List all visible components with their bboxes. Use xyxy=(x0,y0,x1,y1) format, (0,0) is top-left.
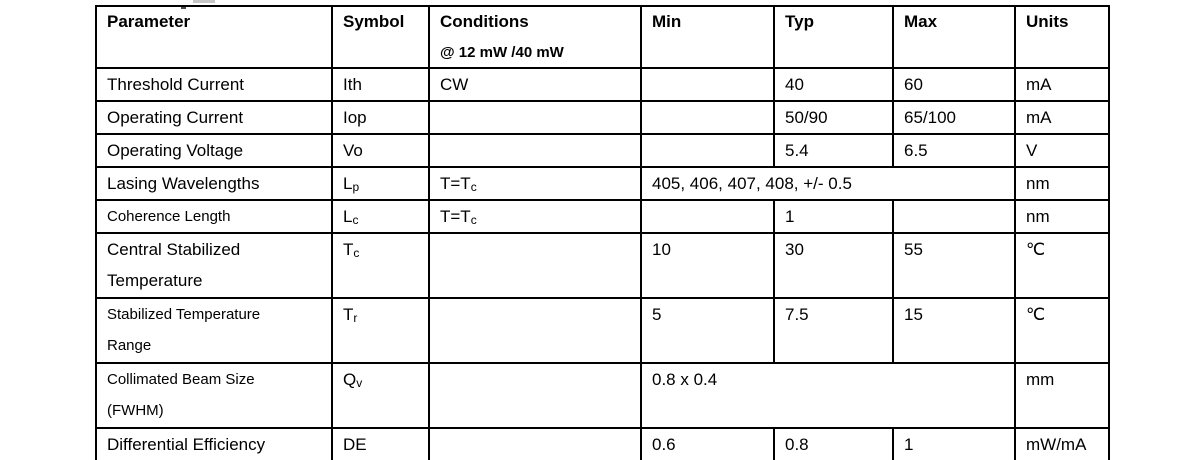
cell-symbol: Lp xyxy=(331,166,430,201)
page-artifact-mark xyxy=(193,0,215,3)
cell-typ: 1 xyxy=(773,199,894,234)
cell-units: nm xyxy=(1014,166,1110,201)
cell-conditions: T=Tc xyxy=(428,199,642,234)
cell-merged-value: 0.8 x 0.4 xyxy=(640,362,1016,429)
col-header-units: Units xyxy=(1014,5,1110,69)
col-header-symbol: Symbol xyxy=(331,5,430,69)
table-row-operating-current: Operating Current Iop 50/90 65/100 mA xyxy=(95,100,1110,135)
cell-typ: 30 xyxy=(773,232,894,299)
cell-min xyxy=(640,67,775,102)
cell-symbol: DE xyxy=(331,427,430,460)
cell-symbol: Vo xyxy=(331,133,430,168)
cell-min xyxy=(640,100,775,135)
cell-units: V xyxy=(1014,133,1110,168)
table-row-operating-voltage: Operating Voltage Vo 5.4 6.5 V xyxy=(95,133,1110,168)
cell-min: 10 xyxy=(640,232,775,299)
cell-units: mW/mA xyxy=(1014,427,1110,460)
table-row-collimated-beam-size: Collimated Beam Size (FWHM) Qv 0.8 x 0.4… xyxy=(95,362,1110,429)
cell-merged-value: 405, 406, 407, 408, +/- 0.5 xyxy=(640,166,1016,201)
col-header-conditions-subtext: @ 12 mW /40 mW xyxy=(440,44,564,61)
cell-typ: 0.8 xyxy=(773,427,894,460)
cell-conditions: CW xyxy=(428,67,642,102)
cell-units: mA xyxy=(1014,100,1110,135)
table-row-central-stabilized-temperature: Central Stabilized Temperature Tc 10 30 … xyxy=(95,232,1110,299)
cell-conditions xyxy=(428,133,642,168)
cell-symbol: Tr xyxy=(331,297,430,364)
col-header-conditions-label: Conditions xyxy=(440,12,529,31)
header-row: Parameter Symbol Conditions @ 12 mW /40 … xyxy=(95,5,1110,69)
cell-units: ℃ xyxy=(1014,232,1110,299)
table-row-lasing-wavelengths: Lasing Wavelengths Lp T=Tc 405, 406, 407… xyxy=(95,166,1110,201)
cell-symbol: Ith xyxy=(331,67,430,102)
cell-conditions xyxy=(428,297,642,364)
cell-conditions xyxy=(428,362,642,429)
cell-symbol: Qv xyxy=(331,362,430,429)
col-header-typ: Typ xyxy=(773,5,894,69)
cell-max: 15 xyxy=(892,297,1016,364)
cell-units: nm xyxy=(1014,199,1110,234)
cell-units: ℃ xyxy=(1014,297,1110,364)
cell-typ: 5.4 xyxy=(773,133,894,168)
cell-typ: 7.5 xyxy=(773,297,894,364)
cell-parameter: Operating Current xyxy=(95,100,333,135)
col-header-min: Min xyxy=(640,5,775,69)
cell-parameter: Central Stabilized Temperature xyxy=(95,232,333,299)
table-row-threshold-current: Threshold Current Ith CW 40 60 mA xyxy=(95,67,1110,102)
cell-parameter: Coherence Length xyxy=(95,199,333,234)
cell-symbol: Lc xyxy=(331,199,430,234)
cell-typ: 50/90 xyxy=(773,100,894,135)
cell-min xyxy=(640,199,775,234)
cell-typ: 40 xyxy=(773,67,894,102)
cell-max: 60 xyxy=(892,67,1016,102)
table-row-coherence-length: Coherence Length Lc T=Tc 1 nm xyxy=(95,199,1110,234)
cell-parameter: Differential Efficiency xyxy=(95,427,333,460)
cell-parameter: Lasing Wavelengths xyxy=(95,166,333,201)
table-row-stabilized-temperature-range: Stabilized Temperature Range Tr 5 7.5 15… xyxy=(95,297,1110,364)
col-header-conditions: Conditions @ 12 mW /40 mW xyxy=(428,5,642,69)
cell-symbol: Iop xyxy=(331,100,430,135)
cell-units: mA xyxy=(1014,67,1110,102)
cell-min: 5 xyxy=(640,297,775,364)
cell-min xyxy=(640,133,775,168)
table-row-differential-efficiency: Differential Efficiency DE 0.6 0.8 1 mW/… xyxy=(95,427,1110,460)
cell-max: 65/100 xyxy=(892,100,1016,135)
spec-table: Parameter Symbol Conditions @ 12 mW /40 … xyxy=(95,5,1110,460)
cell-parameter: Stabilized Temperature Range xyxy=(95,297,333,364)
cell-parameter: Threshold Current xyxy=(95,67,333,102)
col-header-max: Max xyxy=(892,5,1016,69)
cell-max xyxy=(892,199,1016,234)
col-header-parameter: Parameter xyxy=(95,5,333,69)
cell-max: 6.5 xyxy=(892,133,1016,168)
cell-conditions: T=Tc xyxy=(428,166,642,201)
cell-parameter: Collimated Beam Size (FWHM) xyxy=(95,362,333,429)
cell-min: 0.6 xyxy=(640,427,775,460)
cell-symbol: Tc xyxy=(331,232,430,299)
cell-units: mm xyxy=(1014,362,1110,429)
cell-parameter: Operating Voltage xyxy=(95,133,333,168)
cell-max: 55 xyxy=(892,232,1016,299)
cell-conditions xyxy=(428,100,642,135)
cell-conditions xyxy=(428,232,642,299)
cell-max: 1 xyxy=(892,427,1016,460)
cell-conditions xyxy=(428,427,642,460)
